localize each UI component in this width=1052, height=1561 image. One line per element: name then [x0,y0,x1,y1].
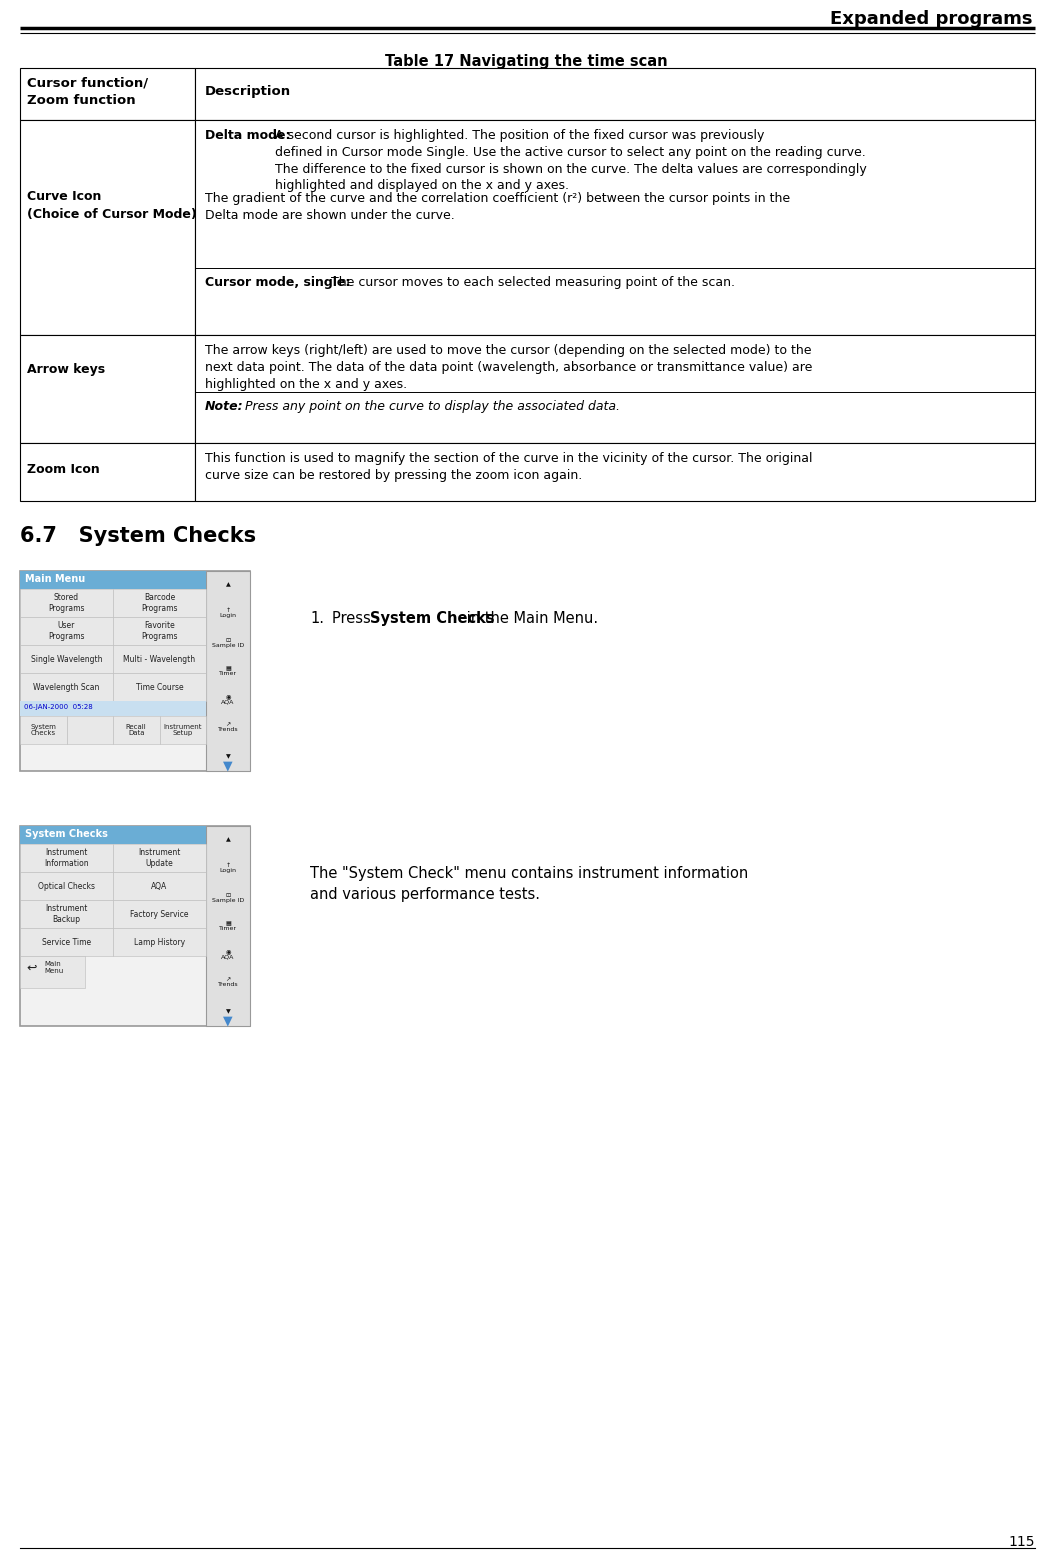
Bar [20,69,195,120]
Text: ↑
Login: ↑ Login [220,607,237,618]
Text: Description: Description [205,84,291,98]
Bar [113,845,206,873]
Text: 6.7   System Checks: 6.7 System Checks [20,526,256,546]
Text: Press any point on the curve to display the associated data.: Press any point on the curve to display … [241,400,620,414]
Bar [20,120,195,336]
Bar [113,588,206,617]
Text: Multi - Wavelength: Multi - Wavelength [123,654,196,663]
Bar [195,120,1035,336]
Text: ◉
AQA: ◉ AQA [221,695,235,704]
Bar [113,673,206,701]
Text: Barcode
Programs: Barcode Programs [141,593,178,612]
Text: ▼: ▼ [225,1010,230,1015]
Bar [20,645,113,673]
Text: ↑
Login: ↑ Login [220,863,237,873]
Text: Instrument
Information: Instrument Information [44,849,88,868]
Bar [113,927,206,955]
Bar [206,571,250,771]
Bar [113,901,206,927]
Text: Table 17 Navigating the time scan: Table 17 Navigating the time scan [385,55,667,69]
Text: Arrow keys: Arrow keys [27,364,105,376]
Bar [20,901,113,927]
Text: ↩: ↩ [26,962,37,976]
Text: Main Menu: Main Menu [25,574,85,584]
Text: Factory Service: Factory Service [130,910,188,918]
Text: The arrow keys (right/left) are used to move the cursor (depending on the select: The arrow keys (right/left) are used to … [205,343,812,390]
Bar [113,645,206,673]
Bar [20,927,113,955]
Text: Delta mode:: Delta mode: [205,130,290,142]
Bar [66,716,113,745]
Text: ▼: ▼ [225,754,230,760]
Text: System Checks: System Checks [25,829,108,838]
Text: The "System Check" menu contains instrument information
and various performance : The "System Check" menu contains instrum… [310,866,748,902]
Text: Stored
Programs: Stored Programs [48,593,85,612]
Text: ⊡
Sample ID: ⊡ Sample ID [211,638,244,648]
Text: Main
Menu: Main Menu [44,962,63,974]
Text: 115: 115 [1009,1534,1035,1549]
Bar [20,826,250,1026]
Text: ▦
Timer: ▦ Timer [219,921,237,930]
Bar [20,826,206,845]
Text: Instrument
Setup: Instrument Setup [163,724,202,737]
Text: Service Time: Service Time [42,938,92,946]
Text: Single Wavelength: Single Wavelength [31,654,102,663]
Text: Recall
Data: Recall Data [126,724,146,737]
Bar [195,69,1035,120]
Text: A second cursor is highlighted. The position of the fixed cursor was previously
: A second cursor is highlighted. The posi… [275,130,867,192]
Text: The gradient of the curve and the correlation coefficient (r²) between the curso: The gradient of the curve and the correl… [205,192,790,222]
Text: Press: Press [332,610,376,626]
Bar [20,873,113,901]
Bar [20,588,113,617]
Text: Cursor function/
Zoom function: Cursor function/ Zoom function [27,76,148,108]
Text: 06-JAN-2000  05:28: 06-JAN-2000 05:28 [24,704,93,710]
Bar [206,826,250,1026]
Text: User
Programs: User Programs [48,621,85,640]
Bar [20,617,113,645]
Text: Zoom Icon: Zoom Icon [27,464,100,476]
Bar [195,443,1035,501]
Text: This function is used to magnify the section of the curve in the vicinity of the: This function is used to magnify the sec… [205,453,812,482]
Bar [20,571,250,771]
Bar [20,955,85,988]
Text: Instrument
Backup: Instrument Backup [45,904,87,924]
Text: ↗
Trends: ↗ Trends [218,723,239,732]
Text: 1.: 1. [310,610,324,626]
Text: System
Checks: System Checks [31,724,56,737]
Text: ▦
Timer: ▦ Timer [219,667,237,676]
Text: Wavelength Scan: Wavelength Scan [34,682,100,692]
Bar [113,873,206,901]
Text: ▼: ▼ [223,1015,232,1027]
Text: Curve Icon
(Choice of Cursor Mode): Curve Icon (Choice of Cursor Mode) [27,190,197,222]
Bar [195,336,1035,443]
Text: ◉
AQA: ◉ AQA [221,949,235,958]
Text: Favorite
Programs: Favorite Programs [141,621,178,640]
Text: Expanded programs: Expanded programs [829,9,1032,28]
Text: ▲: ▲ [225,582,230,587]
Text: ▼: ▼ [223,759,232,773]
Text: ⊡
Sample ID: ⊡ Sample ID [211,893,244,902]
Bar [20,701,206,716]
Bar [20,673,113,701]
Text: Time Course: Time Course [136,682,183,692]
Bar [160,716,206,745]
Text: Optical Checks: Optical Checks [38,882,95,890]
Bar [20,336,195,443]
Bar [113,617,206,645]
Bar [113,716,160,745]
Text: Note:: Note: [205,400,244,414]
Text: ▲: ▲ [225,838,230,843]
Bar [20,443,195,501]
Text: System Checks: System Checks [370,610,494,626]
Bar [20,716,66,745]
Bar [20,845,113,873]
Text: The cursor moves to each selected measuring point of the scan.: The cursor moves to each selected measur… [327,276,735,289]
Text: AQA: AQA [151,882,167,890]
Text: ↗
Trends: ↗ Trends [218,977,239,987]
Bar [20,571,206,588]
Text: Instrument
Update: Instrument Update [138,849,181,868]
Text: Cursor mode, single:: Cursor mode, single: [205,276,350,289]
Text: Lamp History: Lamp History [134,938,185,946]
Text: in the Main Menu.: in the Main Menu. [462,610,599,626]
